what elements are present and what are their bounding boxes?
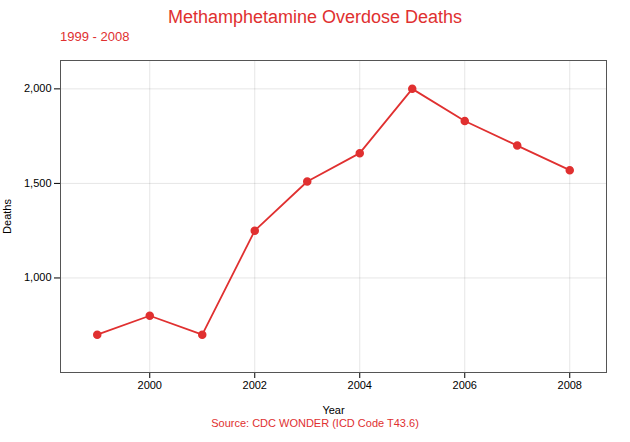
html-text:Source: CDC WONDER (ICD Code T: Source: CDC WONDER (ICD Code T43.6) [211, 417, 419, 429]
svg-text:2006: 2006 [453, 379, 477, 391]
svg-text:2000: 2000 [138, 379, 162, 391]
svg-text:Deaths: Deaths [1, 199, 13, 234]
html-text:Methamphetamine Overdose Death: Methamphetamine Overdose Deaths [167, 7, 463, 27]
svg-text:1,000: 1,000 [24, 271, 52, 283]
svg-text:Year: Year [322, 404, 345, 416]
svg-text:1,500: 1,500 [24, 177, 52, 189]
svg-text:2008: 2008 [558, 379, 582, 391]
svg-text:2,000: 2,000 [24, 82, 52, 94]
svg-text:2002: 2002 [243, 379, 267, 391]
html-text:1999 - 2008: 1999 - 2008 [60, 29, 130, 44]
svg-text:2004: 2004 [348, 379, 372, 391]
